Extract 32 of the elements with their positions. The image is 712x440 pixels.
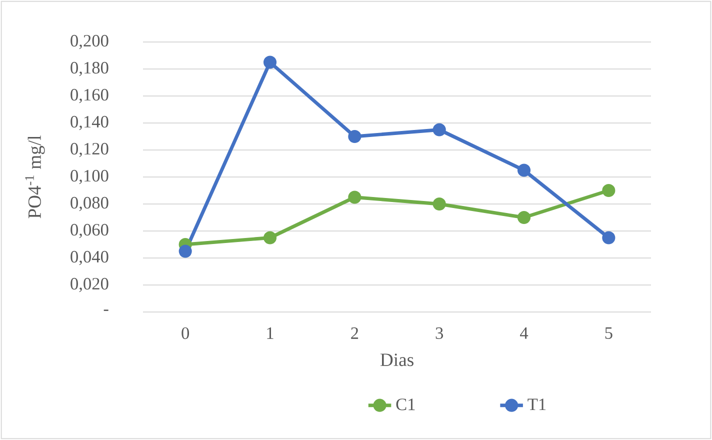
x-tick-label: 3 (436, 327, 443, 340)
y-axis-title: PO4$^{-1}$ mg/l (25, 136, 45, 218)
y-tick-label: 0,100 (70, 170, 108, 184)
y-tick-label: 0,180 (70, 62, 108, 76)
x-tick-label: 2 (351, 327, 358, 339)
x-axis-title: Dias (380, 354, 414, 366)
x-tick-label: 1 (267, 327, 274, 339)
point (263, 56, 277, 69)
x-tick-label: 5 (605, 327, 612, 339)
legend-label: C1 (396, 398, 415, 410)
point (432, 197, 446, 211)
x-tick-label: 4 (520, 327, 528, 339)
y-tick-label: 0,120 (70, 142, 108, 158)
y-tick-label: 0,160 (70, 88, 108, 104)
point (348, 130, 362, 144)
point (432, 123, 446, 136)
point (517, 164, 531, 177)
point (602, 231, 616, 244)
y-tick-label: - (104, 310, 108, 311)
y-tick-label: 0,140 (70, 116, 108, 130)
y-tick-label: 0,060 (70, 224, 108, 238)
point (348, 190, 362, 204)
legend-label: T1 (528, 398, 546, 410)
x-tick-label: 0 (182, 327, 190, 340)
point (178, 244, 192, 258)
y-tick-label: 0,040 (70, 250, 108, 266)
y-tick-label: 0,080 (70, 196, 108, 212)
point (263, 231, 277, 244)
y-tick-label: 0,020 (70, 278, 108, 292)
y-tick-label: 0,200 (70, 34, 108, 50)
point (602, 184, 616, 198)
point (517, 210, 531, 224)
